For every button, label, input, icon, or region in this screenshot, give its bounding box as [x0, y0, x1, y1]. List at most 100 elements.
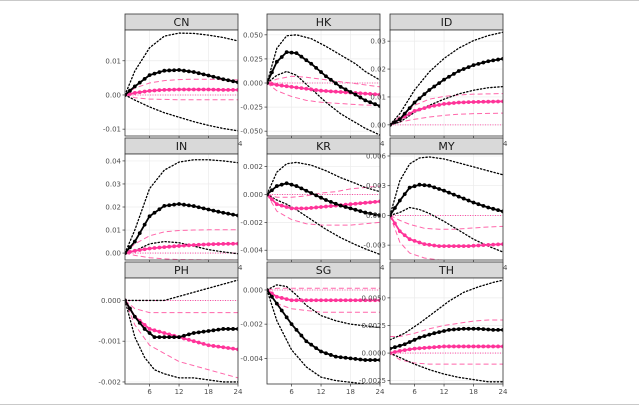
data-point	[451, 71, 456, 76]
data-point	[486, 344, 491, 349]
data-point	[137, 90, 142, 95]
data-point	[333, 354, 338, 359]
data-point	[393, 120, 397, 124]
data-point	[211, 242, 216, 247]
data-point	[125, 298, 127, 303]
panel-id: ID61218240.000.010.020.03	[370, 13, 508, 148]
data-point	[274, 59, 279, 64]
data-point	[211, 328, 216, 333]
data-point	[368, 100, 373, 105]
data-point	[373, 298, 377, 303]
data-point	[378, 92, 380, 97]
data-point	[363, 358, 368, 362]
data-point	[157, 207, 162, 212]
series-black-upper	[125, 279, 238, 302]
data-point	[172, 244, 177, 249]
data-point	[201, 206, 206, 211]
data-point	[201, 329, 206, 334]
data-point	[177, 244, 181, 248]
data-point	[461, 344, 466, 349]
data-point	[309, 298, 314, 303]
data-point	[447, 101, 451, 106]
data-point	[167, 244, 172, 249]
data-point	[447, 244, 451, 249]
data-point	[397, 348, 402, 353]
series-layer	[125, 32, 238, 132]
data-point	[294, 184, 299, 188]
data-point	[157, 335, 162, 340]
data-point	[279, 296, 284, 300]
data-point	[461, 67, 466, 71]
data-point	[393, 206, 397, 210]
data-point	[299, 54, 304, 59]
series-pink-upper	[125, 229, 238, 254]
data-point	[294, 298, 299, 303]
data-point	[132, 84, 137, 89]
data-point	[363, 298, 368, 303]
data-point	[343, 90, 348, 95]
data-point	[167, 335, 172, 340]
data-point	[177, 87, 181, 92]
data-point	[314, 298, 319, 303]
data-point	[314, 88, 319, 92]
data-point	[191, 339, 196, 344]
data-point	[447, 190, 451, 195]
data-point	[289, 50, 294, 55]
series-black-upper	[267, 161, 380, 196]
data-point	[270, 70, 274, 75]
data-point	[231, 79, 235, 84]
data-point	[412, 108, 417, 113]
panel-title: PH	[174, 264, 189, 277]
data-point	[137, 248, 142, 252]
panel-background	[125, 30, 238, 136]
x-tick-label: 18	[346, 388, 355, 396]
y-tick-label: -0.003	[363, 242, 386, 250]
data-point	[162, 245, 167, 250]
data-point	[427, 242, 432, 247]
data-point	[182, 336, 186, 341]
x-tick-label: 24	[376, 388, 385, 396]
data-point	[162, 203, 167, 208]
panel-cn: CN6121824-0.010.000.01	[103, 13, 243, 148]
data-point	[284, 181, 289, 186]
data-point	[324, 89, 328, 93]
data-point	[299, 298, 304, 303]
data-point	[289, 182, 294, 187]
data-point	[422, 106, 427, 111]
data-point	[186, 69, 191, 74]
data-point	[186, 332, 191, 337]
data-point	[417, 182, 422, 187]
data-point	[402, 342, 407, 347]
data-point	[226, 78, 231, 83]
data-point	[314, 66, 319, 70]
data-point	[201, 72, 206, 77]
data-point	[442, 244, 446, 249]
data-point	[314, 193, 319, 198]
data-point	[432, 103, 437, 108]
data-point	[496, 99, 500, 104]
data-point	[206, 87, 211, 92]
y-tick-label: 0.000	[243, 80, 263, 88]
panel-title: IN	[176, 140, 187, 153]
data-point	[211, 344, 216, 348]
data-point	[451, 244, 456, 249]
y-tick-label: 0.02	[105, 204, 121, 212]
data-point	[309, 61, 314, 66]
data-point	[270, 82, 274, 86]
series-black-lower	[125, 94, 238, 132]
data-point	[486, 59, 491, 64]
data-point	[147, 331, 152, 335]
series-pink-upper	[125, 300, 238, 314]
data-point	[476, 61, 481, 66]
data-point	[274, 184, 279, 188]
data-point	[390, 213, 392, 218]
data-point	[125, 251, 127, 255]
series-black-upper	[390, 279, 503, 341]
data-point	[162, 335, 167, 340]
data-point	[422, 346, 427, 350]
data-point	[186, 203, 191, 208]
data-point	[172, 202, 177, 207]
data-point	[486, 327, 491, 332]
data-point	[422, 183, 427, 188]
